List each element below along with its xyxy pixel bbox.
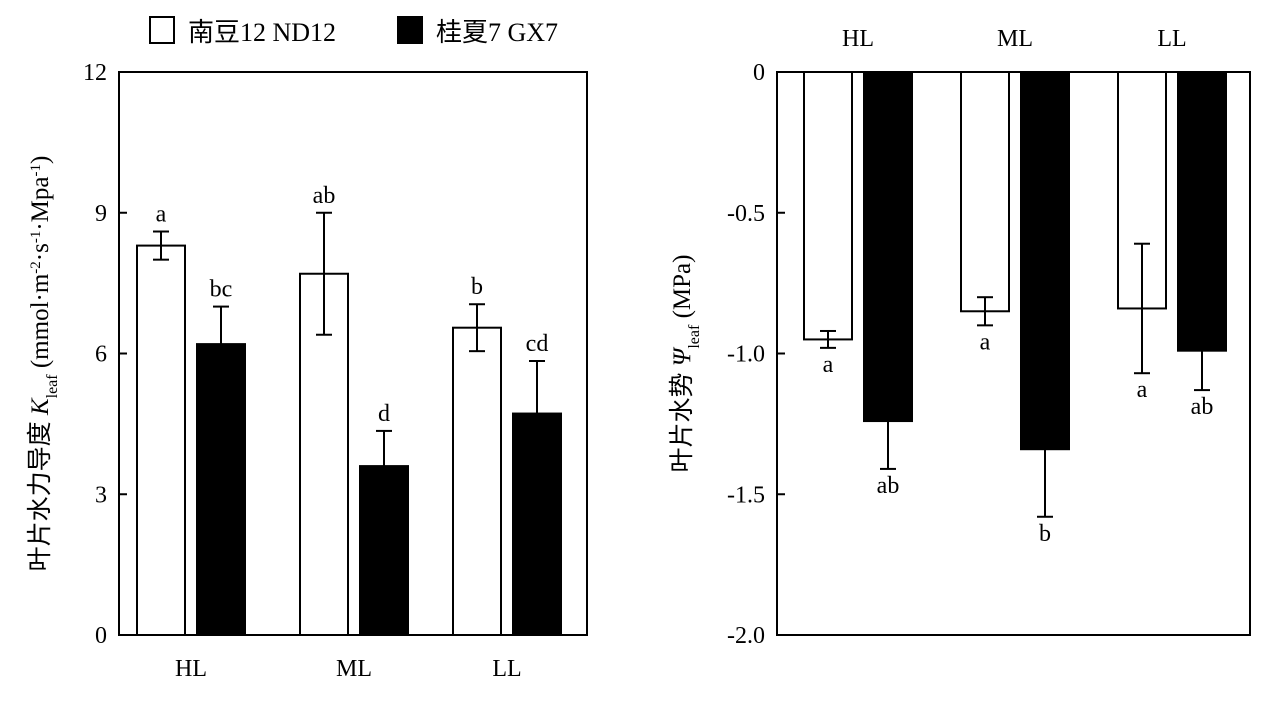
significance-label: bc (210, 277, 233, 303)
error-bar (316, 211, 332, 336)
bar (1177, 71, 1227, 352)
significance-label: b (471, 274, 483, 300)
error-bar (977, 296, 993, 327)
significance-label: a (156, 202, 167, 228)
x-tick-label: ML (997, 26, 1033, 52)
y-tick-label: 0 (753, 60, 765, 86)
bar (136, 244, 186, 636)
y-tick-label: -2.0 (727, 623, 765, 649)
y-axis-label: 叶片水力导度 Kleaf (mmol·m-2·s-1·Mpa-1) (26, 156, 61, 572)
significance-label: ab (1191, 394, 1214, 420)
y-tick-label: 3 (95, 482, 107, 508)
bar (803, 71, 853, 341)
legend: 南豆12 ND12 桂夏7 GX7 (149, 16, 558, 47)
significance-label: ab (877, 473, 900, 499)
bar (196, 343, 246, 636)
significance-label: a (1137, 377, 1148, 403)
y-tick-label: -0.5 (727, 201, 765, 227)
significance-label: ab (313, 183, 336, 209)
error-bar (153, 230, 169, 261)
x-tick-label: LL (1157, 26, 1186, 52)
error-bar (529, 360, 545, 468)
error-bar (376, 429, 392, 503)
error-bar (469, 303, 485, 353)
significance-label: a (823, 352, 834, 378)
x-tick-label: HL (842, 26, 874, 52)
error-bar (213, 305, 229, 383)
legend-label: 桂夏7 GX7 (436, 18, 558, 47)
y-axis-label: 叶片水势 Ψleaf (MPa) (668, 255, 703, 473)
y-tick-label: -1.0 (727, 342, 765, 368)
x-tick-label: LL (492, 656, 521, 682)
bar (863, 71, 913, 423)
legend-swatch (397, 16, 423, 44)
significance-label: b (1039, 521, 1051, 547)
error-bar (1194, 310, 1210, 392)
significance-label: a (980, 329, 991, 355)
y-tick-label: 0 (95, 623, 107, 649)
y-tick-label: -1.5 (727, 482, 765, 508)
error-bar (880, 372, 896, 470)
legend-label: 南豆12 ND12 (188, 18, 336, 47)
y-tick-label: 12 (83, 60, 107, 86)
bar (452, 326, 502, 636)
bar (960, 71, 1010, 313)
error-bar (820, 329, 836, 349)
significance-label: d (378, 401, 390, 427)
x-tick-label: ML (336, 656, 372, 682)
chart-water-potential: a a a ab b ab 0 -0.5 -1.0 -1.5 -2.0 HL ML LL 叶片水势 Ψlea… (668, 26, 1251, 649)
x-tick-label: HL (175, 656, 207, 682)
error-bar (1037, 380, 1053, 518)
significance-label: cd (526, 331, 549, 357)
error-bar (1134, 242, 1150, 375)
y-tick-label: 9 (95, 201, 107, 227)
legend-swatch (149, 16, 175, 44)
chart-hydraulic-conductance: a ab b bc d cd 0 3 6 9 12 HL ML LL 叶片水力导度 Kleaf (mmol·… (26, 60, 588, 682)
y-tick-label: 6 (95, 342, 107, 368)
